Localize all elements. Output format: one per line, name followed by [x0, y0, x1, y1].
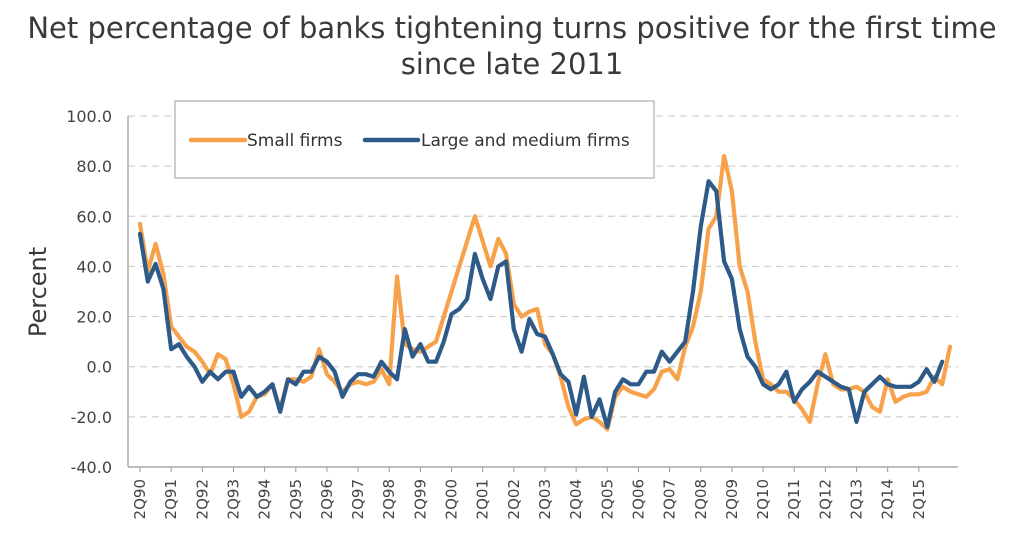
x-tick-label: 2Q04 [567, 479, 585, 519]
series-lines [137, 154, 953, 432]
x-tick-label: 2Q09 [723, 479, 741, 519]
chart-title-line-1: Net percentage of banks tightening turns… [27, 11, 997, 45]
legend-label-large-medium-firms: Large and medium firms [421, 131, 630, 151]
y-tick-label: 60.0 [76, 207, 112, 226]
small-firms-line [137, 154, 953, 432]
x-tick-label: 2Q98 [380, 479, 398, 519]
x-tick-label: 2Q00 [443, 479, 461, 519]
large-medium-firms-line [137, 179, 945, 429]
x-tick-label: 2Q95 [287, 479, 305, 519]
x-tick-label: 2Q02 [505, 479, 523, 519]
y-tick-label: 0.0 [87, 358, 112, 377]
x-tick-label: 2Q05 [598, 479, 616, 519]
y-tick-label: 20.0 [76, 308, 112, 327]
x-tick-label: 2Q90 [131, 479, 149, 519]
x-tick-label: 2Q97 [349, 479, 367, 519]
y-axis-ticks: -40.0 -20.0 0.0 20.0 40.0 60.0 80.0 100.0 [66, 107, 112, 477]
x-tick-label: 2Q13 [848, 479, 866, 519]
chart-title: Net percentage of banks tightening turns… [0, 10, 1024, 82]
y-axis-label: Percent [24, 247, 52, 337]
y-tick-label: 80.0 [76, 157, 112, 176]
y-tick-label: 40.0 [76, 257, 112, 276]
chart-title-line-2: since late 2011 [400, 47, 624, 81]
y-tick-label: -40.0 [71, 458, 112, 477]
y-tick-label: 100.0 [66, 107, 112, 126]
x-tick-label: 2Q92 [193, 479, 211, 519]
x-tick-label: 2Q03 [536, 479, 554, 519]
x-tick-label: 2Q99 [411, 479, 429, 519]
legend: Small firms Large and medium firms [174, 100, 655, 179]
x-tick-label: 2Q93 [224, 479, 242, 519]
y-tick-label: -20.0 [71, 408, 112, 427]
x-tick-label: 2Q91 [162, 479, 180, 519]
x-tick-label: 2Q08 [692, 479, 710, 519]
x-tick-label: 2Q94 [256, 479, 274, 519]
x-tick-label: 2Q15 [910, 479, 928, 519]
x-tick-label: 2Q14 [879, 479, 897, 519]
x-tick-label: 2Q11 [785, 479, 803, 519]
x-tick-label: 2Q10 [754, 479, 772, 519]
x-tick-label: 2Q01 [474, 479, 492, 519]
x-tick-label: 2Q96 [318, 479, 336, 519]
x-tick-label: 2Q12 [816, 479, 834, 519]
legend-label-small-firms: Small firms [247, 131, 343, 151]
x-axis-ticks: 2Q90 2Q91 2Q92 2Q93 2Q94 2Q95 2Q96 2Q97 2Q98 2Q99… [131, 467, 928, 519]
x-tick-label: 2Q07 [661, 479, 679, 519]
x-tick-label: 2Q06 [629, 479, 647, 519]
